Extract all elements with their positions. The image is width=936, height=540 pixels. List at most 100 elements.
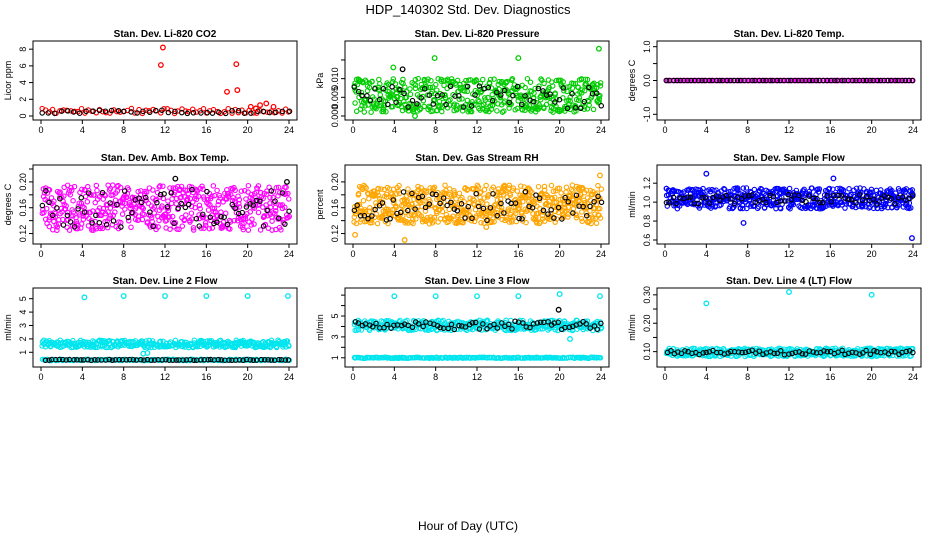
data-point xyxy=(93,182,100,189)
outlier-point xyxy=(868,291,875,298)
data-point xyxy=(551,194,558,201)
y-tick-label: 1 xyxy=(330,355,340,360)
data-point xyxy=(90,208,96,214)
data-point xyxy=(140,108,146,115)
data-point xyxy=(489,219,495,226)
data-point xyxy=(286,213,293,220)
data-point xyxy=(229,201,236,208)
data-point xyxy=(468,103,475,109)
data-point xyxy=(540,88,546,94)
data-point xyxy=(881,77,887,84)
data-point xyxy=(355,326,362,333)
data-point xyxy=(547,91,553,97)
data-point xyxy=(558,190,564,196)
data-point xyxy=(577,105,584,112)
data-point xyxy=(594,190,601,196)
data-point xyxy=(556,96,563,103)
y-tick-label: 5 xyxy=(18,296,28,301)
data-point xyxy=(208,339,215,346)
data-point xyxy=(717,77,723,84)
x-tick-label: 16 xyxy=(513,125,523,135)
x-tick-label: 20 xyxy=(243,249,253,259)
data-point xyxy=(196,223,203,229)
data-point xyxy=(548,207,554,213)
panel-title: Stan. Dev. Line 3 Flow xyxy=(425,276,530,287)
y-tick-label: 4 xyxy=(18,310,28,315)
x-tick-label: 20 xyxy=(867,125,877,135)
outlier-point xyxy=(81,294,88,301)
data-point xyxy=(504,78,510,85)
data-point xyxy=(481,195,488,201)
data-point xyxy=(735,349,742,355)
data-point xyxy=(235,108,242,114)
data-point xyxy=(409,190,415,197)
data-point xyxy=(60,222,67,228)
data-point xyxy=(470,186,477,192)
data-point xyxy=(448,321,455,328)
data-point xyxy=(205,196,211,203)
outlier-point xyxy=(786,289,792,295)
data-point xyxy=(58,108,65,114)
data-point xyxy=(214,219,220,226)
data-point xyxy=(63,357,69,363)
data-point xyxy=(498,200,504,207)
data-point xyxy=(541,80,547,87)
data-point xyxy=(73,215,79,221)
data-point xyxy=(102,193,109,199)
x-tick-label: 20 xyxy=(555,249,565,259)
outlier-point xyxy=(703,300,710,307)
data-point xyxy=(717,197,723,204)
x-tick-label: 24 xyxy=(596,249,606,259)
data-point xyxy=(508,214,514,220)
data-point xyxy=(221,214,227,220)
data-point xyxy=(838,193,845,199)
data-point xyxy=(380,86,387,92)
data-point xyxy=(226,357,232,363)
data-point xyxy=(276,356,282,363)
data-point xyxy=(405,322,411,329)
data-point xyxy=(285,214,291,221)
data-point xyxy=(767,192,773,199)
data-point xyxy=(461,88,468,94)
data-point xyxy=(523,324,530,330)
data-point xyxy=(216,109,222,116)
y-tick-label: 3 xyxy=(18,323,28,328)
data-point xyxy=(275,184,282,191)
data-point xyxy=(535,183,542,190)
data-point xyxy=(464,83,471,90)
data-point xyxy=(151,357,158,363)
data-point xyxy=(451,326,458,333)
data-point xyxy=(373,200,379,206)
data-point xyxy=(194,188,201,194)
data-point xyxy=(423,189,430,196)
y-axis-label: degrees C xyxy=(3,183,13,225)
data-point xyxy=(670,187,676,193)
data-point xyxy=(537,94,543,100)
data-point xyxy=(165,109,172,116)
data-point xyxy=(860,77,867,84)
x-tick-label: 8 xyxy=(121,249,126,259)
data-point xyxy=(509,77,515,83)
data-point xyxy=(673,200,679,207)
data-point xyxy=(793,187,800,194)
y-axis-label: ml/min xyxy=(315,314,325,341)
data-point xyxy=(573,108,579,114)
data-point xyxy=(570,210,576,216)
data-point xyxy=(581,87,588,94)
data-point xyxy=(122,206,128,212)
data-point xyxy=(410,327,416,333)
data-point xyxy=(215,202,221,208)
data-point xyxy=(193,215,200,222)
x-tick-label: 4 xyxy=(704,372,709,382)
data-point xyxy=(179,201,186,208)
data-point xyxy=(119,211,126,217)
data-point xyxy=(419,193,426,200)
data-point xyxy=(185,201,192,208)
x-tick-label: 4 xyxy=(704,249,709,259)
data-point xyxy=(727,77,734,84)
data-point xyxy=(820,199,826,206)
data-point xyxy=(491,321,497,328)
data-point xyxy=(46,199,52,206)
data-point xyxy=(469,320,476,326)
data-point xyxy=(155,224,161,230)
